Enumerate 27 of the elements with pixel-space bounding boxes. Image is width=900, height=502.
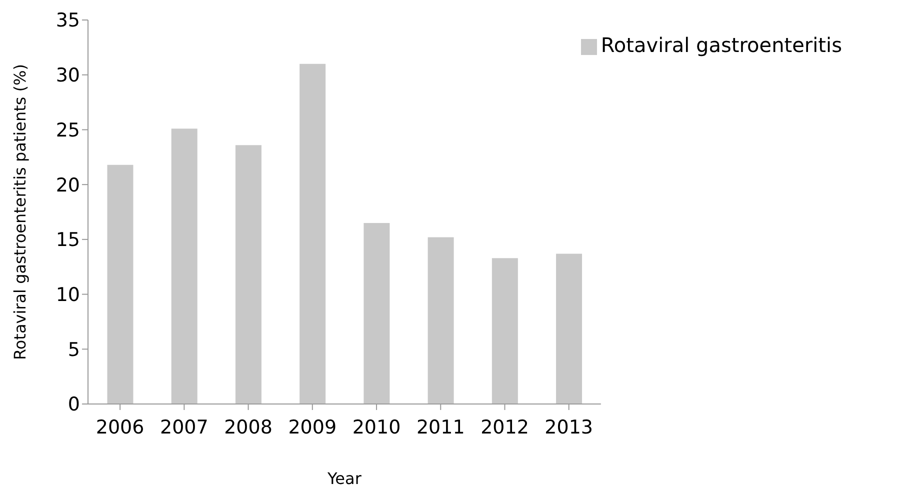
x-tick-label: 2011 (416, 416, 465, 438)
x-tick-label: 2008 (224, 416, 272, 438)
legend-label: Rotaviral gastroenteritis (600, 33, 842, 57)
x-axis-title: Year (326, 469, 362, 488)
bar (364, 222, 390, 404)
x-tick-label: 2006 (96, 416, 144, 438)
y-tick-label: 20 (56, 174, 80, 196)
bar (107, 164, 134, 404)
bar (235, 145, 262, 404)
y-tick-label: 35 (56, 10, 80, 32)
y-tick-label: 15 (56, 229, 80, 252)
bar (556, 254, 582, 404)
bar (492, 258, 518, 404)
y-axis-title: Rotaviral gastroenteritis patients (%) (10, 64, 30, 360)
y-tick-label: 25 (56, 119, 80, 142)
y-tick-label: 0 (68, 394, 80, 416)
x-tick-label: 2009 (288, 416, 337, 438)
y-tick-label: 5 (68, 338, 80, 361)
x-tick-label: 2013 (544, 416, 594, 438)
x-tick-label: 2010 (352, 416, 401, 438)
bar (428, 237, 454, 404)
x-tick-label: 2012 (480, 416, 529, 438)
bar (171, 128, 198, 404)
y-tick-label: 30 (56, 64, 80, 87)
y-tick-label: 10 (56, 284, 80, 306)
bar (300, 64, 326, 404)
x-tick-label: 2007 (160, 416, 208, 438)
